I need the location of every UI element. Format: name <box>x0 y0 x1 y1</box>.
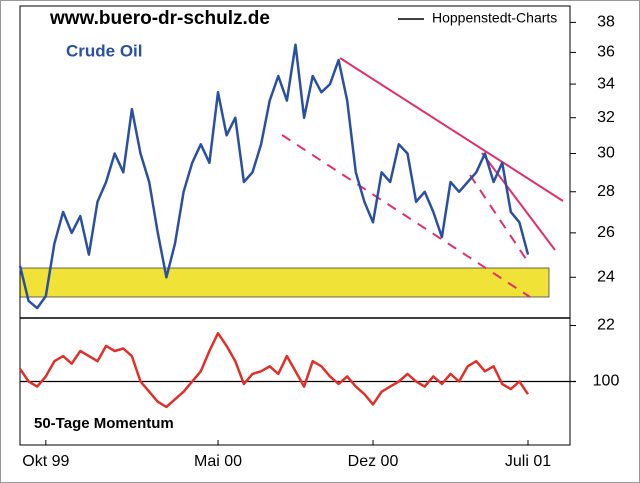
x-tick-label: Dez 00 <box>348 453 399 470</box>
y-tick-label: 22 <box>597 317 615 334</box>
trend-line <box>339 57 564 202</box>
y-tick-label: 30 <box>597 145 615 162</box>
y-tick-label: 34 <box>597 75 615 92</box>
series-line <box>18 331 530 409</box>
x-tick-label: Okt 99 <box>22 453 69 470</box>
y-tick-label: 28 <box>597 183 615 200</box>
y-tick-label: 100 <box>593 373 620 390</box>
y-tick-label: 32 <box>597 109 615 126</box>
x-tick-label: Juli 01 <box>505 453 551 470</box>
trend-channel <box>281 134 531 298</box>
credit: Hoppenstedt-Charts <box>432 10 557 26</box>
series-line <box>18 43 530 310</box>
series-label: 50-Tage Momentum <box>34 415 174 432</box>
y-tick-label: 36 <box>597 44 615 61</box>
y-tick-label: 24 <box>597 268 615 285</box>
y-tick-label: 26 <box>597 224 615 241</box>
support-band <box>19 267 550 298</box>
series-label: Crude Oil <box>66 41 143 60</box>
plot-frame <box>19 5 571 446</box>
x-tick-label: Mai 00 <box>194 453 242 470</box>
trend-line <box>481 152 556 251</box>
y-tick-label: 38 <box>597 14 615 31</box>
source: www.buero-dr-schulz.de <box>49 8 270 29</box>
